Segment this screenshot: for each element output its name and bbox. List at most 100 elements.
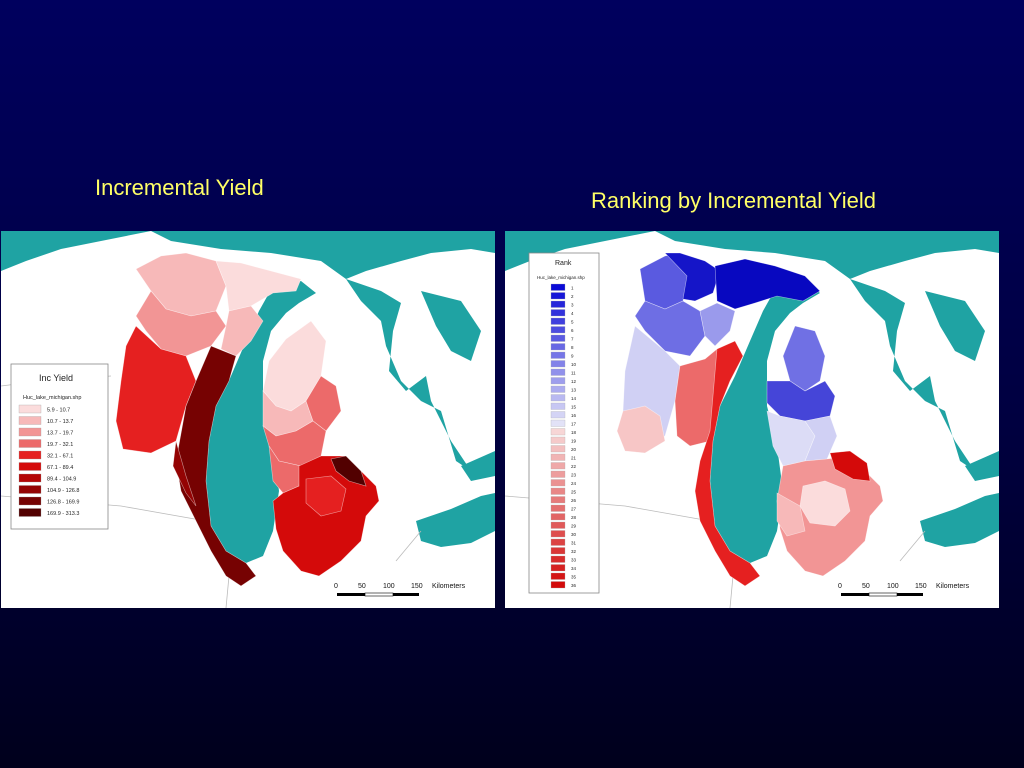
rank-swatch [550, 309, 566, 317]
watersheds [616, 252, 884, 587]
scale-tick-150: 150 [915, 583, 927, 590]
rank-label: 14 [571, 396, 577, 401]
rank-swatch [550, 283, 566, 291]
rank-swatch [550, 445, 566, 453]
right-map-title: Ranking by Incremental Yield [591, 188, 876, 213]
rank-label: 28 [571, 515, 577, 520]
rank-legend: Rank Huc_lake_michigan.shp 1234567891011… [528, 252, 600, 594]
watershed [782, 325, 826, 392]
rank-swatch [550, 513, 566, 521]
rank-label: 20 [571, 447, 577, 452]
rank-swatch [550, 538, 566, 546]
rank-label: 31 [571, 541, 577, 546]
water-bodies [505, 231, 999, 563]
legend-swatch [18, 473, 42, 483]
rank-label: 12 [571, 379, 577, 384]
scale-unit: Kilometers [936, 583, 970, 590]
rank-label: 3 [571, 303, 574, 308]
rank-swatch [550, 496, 566, 504]
legend-swatch [18, 416, 42, 425]
lake-superior-west [1, 231, 151, 271]
rank-swatch [550, 428, 566, 436]
lake-ontario [965, 451, 999, 481]
rank-swatch [550, 530, 566, 538]
scale-unit: Kilometers [432, 583, 466, 590]
legend-class-label: 32.1 - 67.1 [47, 454, 73, 460]
legend-class-list: 5.9 - 10.7 10.7 - 13.7 13.7 - 19.7 19.7 - 3… [18, 404, 79, 517]
scale-tick-0: 0 [838, 583, 842, 590]
rank-swatch [550, 419, 566, 427]
lake-superior [1, 231, 495, 279]
legend-title: Inc Yield [39, 373, 73, 383]
rank-swatch [550, 462, 566, 470]
rank-swatch [550, 504, 566, 512]
scale-tick-50: 50 [862, 583, 870, 590]
rank-swatch [550, 326, 566, 334]
left-map-title: Incremental Yield [95, 175, 264, 200]
rank-swatch [550, 564, 566, 572]
legend-class-label: 5.9 - 10.7 [47, 408, 70, 414]
rank-label: 21 [571, 456, 577, 461]
watershed [829, 450, 871, 482]
rank-label: 15 [571, 405, 577, 410]
legend-layer-name: Huc_lake_michigan.shp [537, 275, 585, 280]
rank-label: 22 [571, 464, 577, 469]
rank-swatch [550, 547, 566, 555]
rank-label: 1 [571, 286, 574, 291]
incremental-yield-map: Inc Yield Huc_lake_michigan.shp 5.9 - 10… [1, 231, 495, 608]
rank-label: 7 [571, 337, 574, 342]
watershed [215, 260, 302, 312]
rank-swatch [550, 411, 566, 419]
rank-swatch [550, 453, 566, 461]
watersheds [115, 252, 380, 587]
watershed [305, 475, 347, 517]
legend-swatch [18, 439, 42, 448]
legend-class-label: 10.7 - 13.7 [47, 419, 73, 425]
rank-label: 34 [571, 566, 577, 571]
rank-label: 19 [571, 439, 577, 444]
rank-swatch [550, 479, 566, 487]
rank-label: 18 [571, 430, 577, 435]
rank-swatch [550, 394, 566, 402]
legend-class-label: 89.4 - 104.9 [47, 477, 76, 483]
watershed [172, 440, 197, 507]
lake-superior [505, 231, 999, 279]
legend-swatch [18, 508, 42, 517]
watershed [616, 405, 666, 454]
scale-tick-100: 100 [887, 583, 899, 590]
watershed [799, 480, 851, 527]
legend-layer-name: Huc_lake_michigan.shp [23, 395, 81, 401]
legend-swatch [18, 485, 42, 494]
rank-label: 5 [571, 320, 574, 325]
rank-label: 8 [571, 345, 574, 350]
rank-class-list: 1234567891011121314151617181920212223242… [550, 283, 577, 589]
legend-class-label: 126.8 - 169.9 [47, 500, 79, 506]
rank-swatch [550, 555, 566, 563]
rank-swatch [550, 581, 566, 589]
rank-label: 35 [571, 575, 577, 580]
rank-label: 2 [571, 294, 574, 299]
legend-class-label: 169.9 - 313.3 [47, 511, 79, 517]
watershed [714, 258, 821, 310]
rank-swatch [550, 292, 566, 300]
rank-label: 29 [571, 524, 577, 529]
lake-erie [416, 493, 495, 547]
lake-michigan [206, 281, 316, 563]
water-bodies [1, 231, 495, 563]
lake-erie [920, 493, 999, 547]
georgian-bay [421, 291, 481, 361]
watershed [699, 302, 736, 347]
rank-label: 25 [571, 490, 577, 495]
rank-swatch [550, 317, 566, 325]
legend-swatch [18, 427, 42, 437]
rank-swatch [550, 487, 566, 495]
rank-swatch [550, 343, 566, 351]
watershed [694, 340, 761, 587]
rank-swatch [550, 300, 566, 308]
watershed [776, 492, 806, 537]
rank-swatch [550, 334, 566, 342]
lake-michigan [710, 281, 820, 563]
rank-label: 4 [571, 311, 574, 316]
legend-class-label: 13.7 - 19.7 [47, 431, 73, 437]
rank-label: 32 [571, 549, 577, 554]
